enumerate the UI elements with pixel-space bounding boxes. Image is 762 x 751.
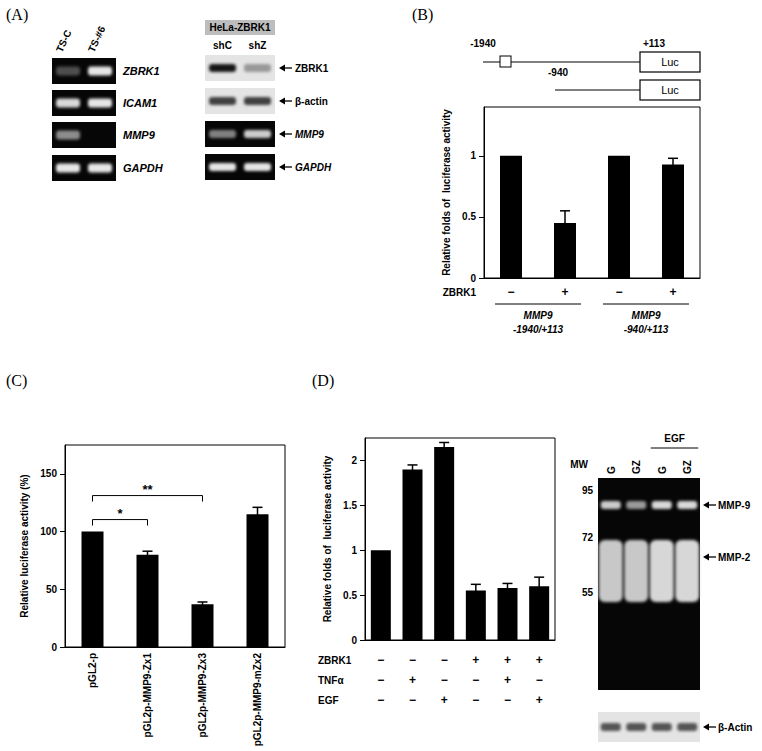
svg-text:MMP-2: MMP-2 — [718, 552, 751, 563]
svg-text:GZ: GZ — [631, 460, 642, 474]
svg-text:0: 0 — [51, 642, 57, 653]
svg-text:1.5: 1.5 — [343, 500, 357, 511]
svg-text:+: + — [472, 653, 479, 667]
svg-text:(C): (C) — [6, 372, 27, 390]
svg-text:−: − — [536, 673, 543, 687]
svg-text:Relative folds of luciferase: Relative folds of luciferase activity — [322, 455, 333, 622]
svg-text:−: − — [472, 673, 479, 687]
svg-text:ZBRK1: ZBRK1 — [443, 287, 477, 298]
svg-text:0: 0 — [351, 635, 357, 646]
svg-text:−: − — [504, 693, 511, 707]
svg-text:β-Actin: β-Actin — [718, 722, 752, 733]
svg-text:+: + — [504, 673, 511, 687]
svg-text:−: − — [507, 285, 514, 299]
svg-text:Luc: Luc — [661, 84, 679, 96]
svg-text:+113: +113 — [643, 38, 665, 49]
svg-text:−: − — [441, 673, 448, 687]
svg-text:β-actin: β-actin — [295, 96, 328, 107]
svg-text:(D): (D) — [312, 372, 334, 390]
svg-text:MMP9: MMP9 — [524, 310, 553, 321]
svg-text:MW: MW — [570, 459, 588, 470]
svg-text:+: + — [536, 653, 543, 667]
svg-text:ICAM1: ICAM1 — [123, 97, 157, 109]
svg-text:ZBRK1: ZBRK1 — [295, 63, 329, 74]
svg-text:95: 95 — [582, 485, 594, 496]
svg-text:Relative luciferase activity (: Relative luciferase activity (%) — [19, 474, 30, 617]
svg-text:shC: shC — [213, 40, 232, 51]
svg-text:+: + — [536, 693, 543, 707]
svg-text:Luc: Luc — [661, 56, 679, 68]
svg-text:EGF: EGF — [318, 695, 339, 706]
svg-text:0.5: 0.5 — [462, 211, 476, 222]
svg-text:0.5: 0.5 — [343, 590, 357, 601]
svg-text:0: 0 — [470, 273, 476, 284]
svg-text:TS-#6: TS-#6 — [86, 24, 108, 54]
svg-text:*: * — [117, 506, 123, 521]
svg-text:TS-C: TS-C — [54, 28, 74, 54]
svg-text:-940: -940 — [548, 67, 568, 78]
svg-text:2: 2 — [351, 455, 357, 466]
svg-text:ZBRK1: ZBRK1 — [122, 65, 160, 77]
svg-text:HeLa-ZBRK1: HeLa-ZBRK1 — [209, 22, 271, 33]
svg-text:-1940: -1940 — [470, 38, 496, 49]
svg-text:+: + — [441, 693, 448, 707]
svg-text:GZ: GZ — [682, 460, 693, 474]
svg-text:150: 150 — [40, 468, 57, 479]
svg-text:G: G — [657, 466, 668, 474]
svg-text:pGL2p-MMP9-Zx3: pGL2p-MMP9-Zx3 — [197, 653, 208, 738]
svg-text:+: + — [561, 285, 568, 299]
svg-text:−: − — [409, 693, 416, 707]
svg-text:TNFα: TNFα — [318, 675, 344, 686]
svg-text:ZBRK1: ZBRK1 — [318, 655, 352, 666]
svg-text:+: + — [669, 285, 676, 299]
svg-text:55: 55 — [582, 587, 594, 598]
svg-text:MMP9: MMP9 — [295, 129, 324, 140]
svg-text:−: − — [377, 693, 384, 707]
svg-text:-940/+113: -940/+113 — [624, 324, 669, 335]
svg-text:50: 50 — [46, 584, 58, 595]
svg-text:MMP9: MMP9 — [632, 310, 661, 321]
svg-text:−: − — [409, 653, 416, 667]
svg-text:EGF: EGF — [664, 433, 685, 444]
svg-text:+: + — [504, 653, 511, 667]
svg-text:1: 1 — [470, 150, 476, 161]
svg-text:−: − — [377, 673, 384, 687]
svg-text:pGL2p-MMP9-Zx1: pGL2p-MMP9-Zx1 — [142, 653, 153, 738]
svg-text:G: G — [606, 466, 617, 474]
svg-text:−: − — [441, 653, 448, 667]
svg-text:-1940/+113: -1940/+113 — [513, 324, 564, 335]
svg-text:MMP9: MMP9 — [123, 129, 156, 141]
svg-text:**: ** — [142, 482, 153, 497]
svg-text:Relative folds of luciferase: Relative folds of luciferase activity — [441, 109, 452, 276]
svg-text:1: 1 — [351, 545, 357, 556]
svg-text:(B): (B) — [412, 6, 433, 24]
svg-text:GAPDH: GAPDH — [123, 162, 164, 174]
svg-text:pGL2-p: pGL2-p — [87, 653, 98, 688]
svg-text:72: 72 — [582, 532, 594, 543]
svg-text:GAPDH: GAPDH — [295, 162, 332, 173]
svg-text:MMP-9: MMP-9 — [718, 500, 751, 511]
svg-text:−: − — [472, 693, 479, 707]
svg-text:+: + — [409, 673, 416, 687]
svg-text:pGL2p-MMP9-mZx2: pGL2p-MMP9-mZx2 — [252, 653, 263, 747]
svg-text:100: 100 — [40, 526, 57, 537]
svg-text:(A): (A) — [6, 6, 28, 24]
svg-text:shZ: shZ — [249, 40, 267, 51]
svg-text:−: − — [377, 653, 384, 667]
svg-text:−: − — [615, 285, 622, 299]
